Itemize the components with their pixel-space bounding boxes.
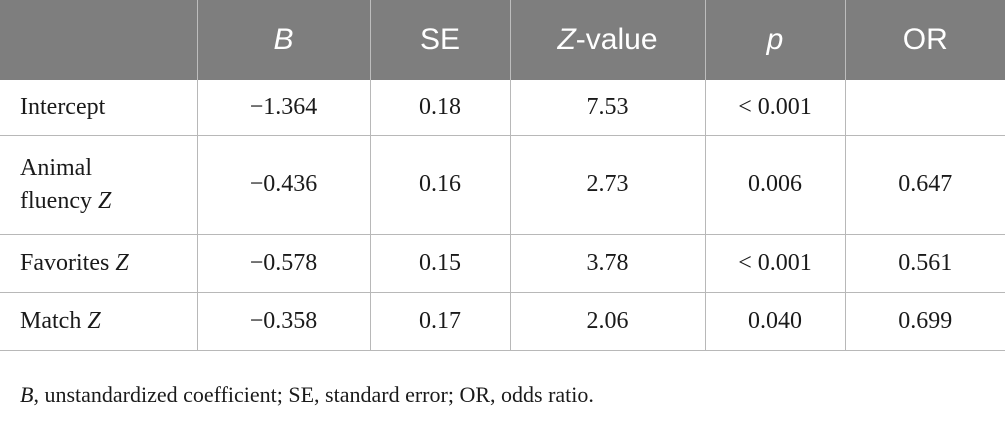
cell-or: 0.647 bbox=[845, 135, 1005, 235]
header-b-text: B bbox=[273, 23, 294, 56]
cell-p: < 0.001 bbox=[705, 234, 846, 293]
row-label-text: Favorites bbox=[20, 249, 116, 276]
header-p: p bbox=[705, 0, 846, 80]
cell-se: 0.15 bbox=[370, 234, 511, 293]
cell-b: −0.358 bbox=[197, 292, 371, 351]
cell-p: 0.006 bbox=[705, 135, 846, 235]
cell-or: 0.699 bbox=[845, 292, 1005, 351]
cell-p: 0.040 bbox=[705, 292, 846, 351]
header-z-value: Z-value bbox=[510, 0, 706, 80]
row-label-match: Match Z bbox=[0, 292, 198, 351]
header-b: B bbox=[197, 0, 371, 80]
row-label-animal-fluency: Animal fluency Z bbox=[0, 135, 198, 235]
header-z-italic: Z bbox=[557, 23, 576, 56]
cell-p: < 0.001 bbox=[705, 80, 846, 136]
row-label-line1: Animal bbox=[20, 154, 92, 181]
row-label-line2: fluency bbox=[20, 187, 98, 214]
table-header: B SE Z-value p OR bbox=[0, 0, 1005, 80]
cell-se: 0.17 bbox=[370, 292, 511, 351]
row-label-italic: Z bbox=[115, 249, 129, 276]
row-label-text: Match bbox=[20, 307, 88, 334]
header-p-text: p bbox=[766, 23, 784, 56]
footnote-text: , unstandardized coefficient; SE, standa… bbox=[33, 382, 594, 407]
header-label-column bbox=[0, 0, 198, 80]
row-label-text: Intercept bbox=[20, 93, 106, 120]
cell-z: 3.78 bbox=[510, 234, 706, 293]
row-label-italic: Z bbox=[87, 307, 101, 334]
table-row: Favorites Z −0.578 0.15 3.78 < 0.001 0.5… bbox=[0, 234, 1005, 293]
header-row: B SE Z-value p OR bbox=[0, 0, 1005, 80]
cell-or: 0.561 bbox=[845, 234, 1005, 293]
table-row: Match Z −0.358 0.17 2.06 0.040 0.699 bbox=[0, 292, 1005, 351]
cell-z: 2.73 bbox=[510, 135, 706, 235]
table-row: Intercept −1.364 0.18 7.53 < 0.001 bbox=[0, 80, 1005, 136]
header-or: OR bbox=[902, 23, 948, 56]
table-body: Intercept −1.364 0.18 7.53 < 0.001 Anima… bbox=[0, 80, 1005, 351]
cell-se: 0.16 bbox=[370, 135, 511, 235]
table-footnote: B, unstandardized coefficient; SE, stand… bbox=[20, 382, 594, 408]
row-label-intercept: Intercept bbox=[0, 80, 198, 136]
header-z-suffix: -value bbox=[575, 23, 658, 56]
cell-or bbox=[845, 80, 1005, 136]
row-label-favorites: Favorites Z bbox=[0, 234, 198, 293]
regression-table: B SE Z-value p OR Intercept −1.364 0.18 … bbox=[0, 0, 1005, 351]
cell-b: −0.578 bbox=[197, 234, 371, 293]
row-label-italic: Z bbox=[97, 187, 112, 214]
regression-table-container: B SE Z-value p OR Intercept −1.364 0.18 … bbox=[0, 0, 1005, 351]
cell-b: −0.436 bbox=[197, 135, 371, 235]
cell-z: 2.06 bbox=[510, 292, 706, 351]
header-se: SE bbox=[370, 0, 511, 80]
footnote-b-italic: B bbox=[20, 382, 34, 407]
cell-se: 0.18 bbox=[370, 80, 511, 136]
cell-b: −1.364 bbox=[197, 80, 371, 136]
table-row: Animal fluency Z −0.436 0.16 2.73 0.006 0… bbox=[0, 135, 1005, 235]
cell-z: 7.53 bbox=[510, 80, 706, 136]
